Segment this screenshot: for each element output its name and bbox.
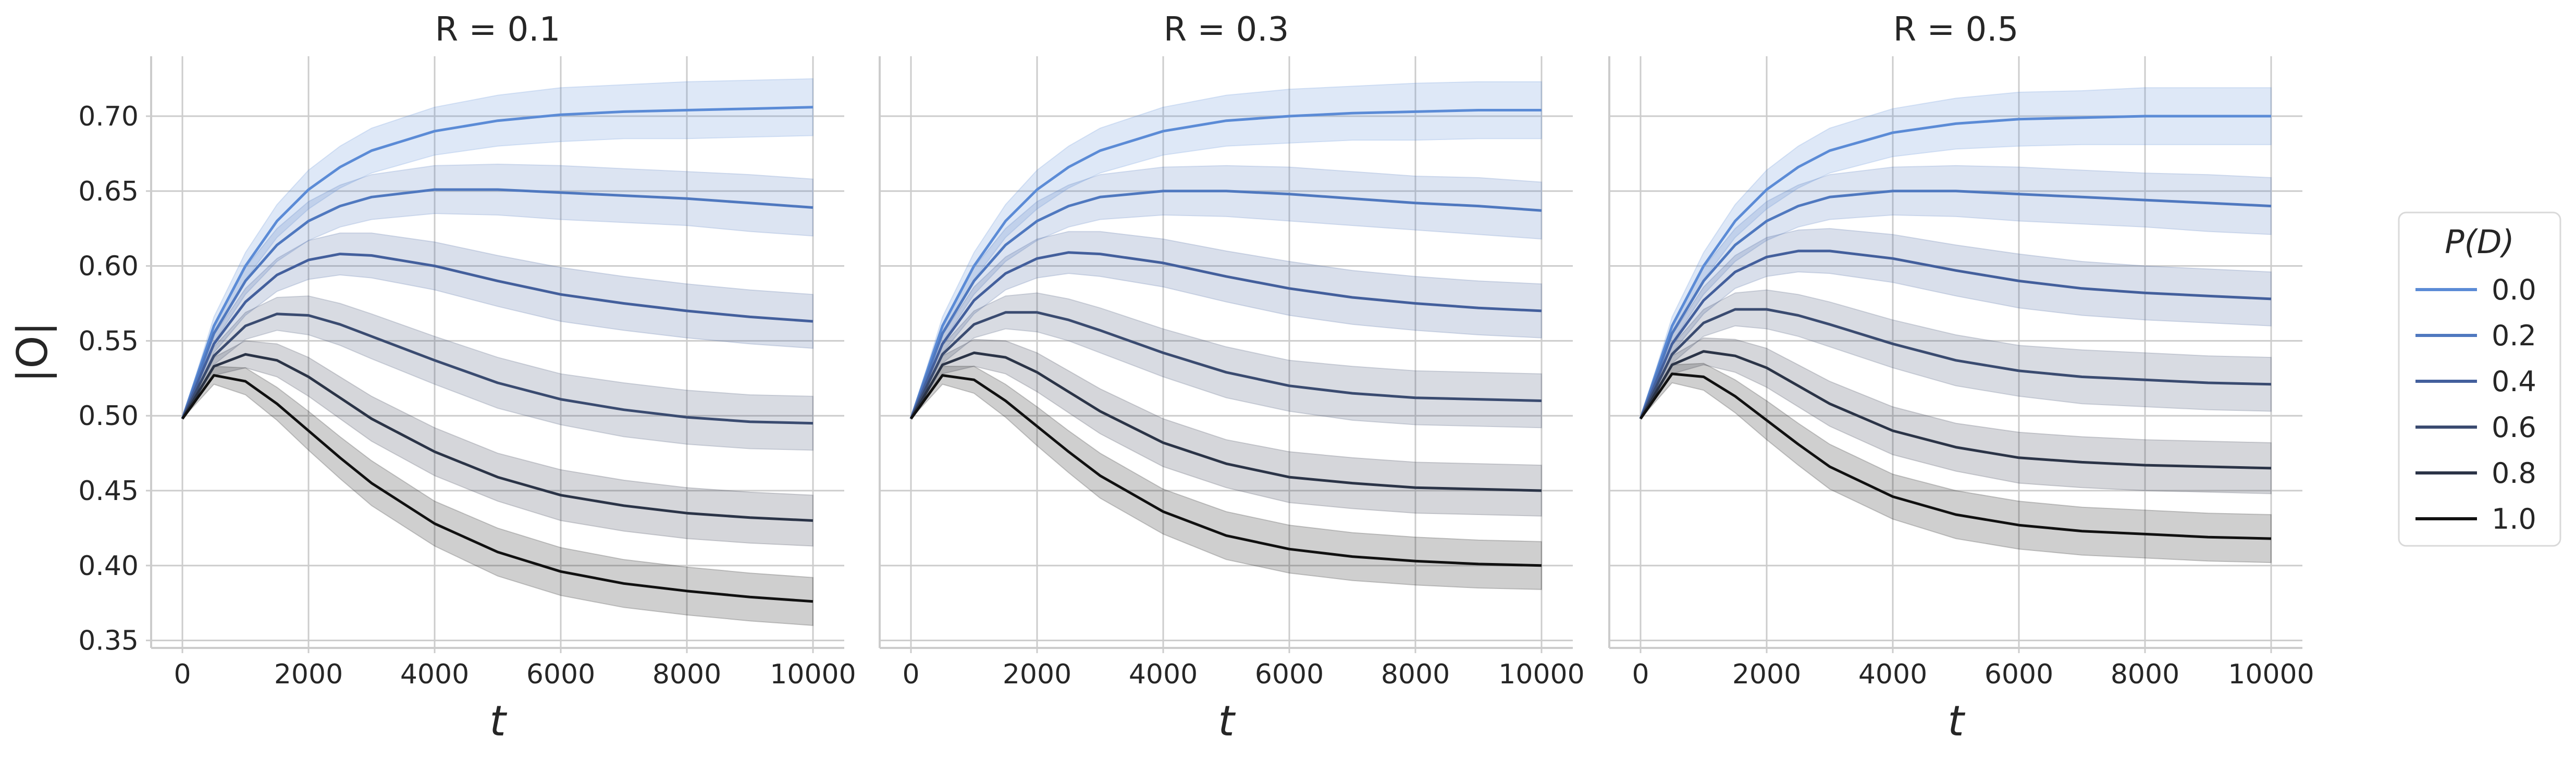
x-tick-label: 2000 xyxy=(274,659,343,690)
legend-label: 0.2 xyxy=(2492,319,2536,352)
series-line-pd-0.8 xyxy=(909,351,1542,492)
y-tick-label: 0.65 xyxy=(78,176,139,207)
series-line-pd-0.2 xyxy=(1639,190,2272,419)
x-axis-label: t xyxy=(489,697,507,745)
series-line-pd-0.4 xyxy=(181,253,814,419)
legend-label: 0.6 xyxy=(2492,411,2536,444)
legend-label: 0.0 xyxy=(2492,273,2536,306)
ci-band-pd-0.6 xyxy=(1640,289,2272,419)
panels: 0 2000 4000 6000 8000 10000 0.35 0.40 0.45 0.50 0.… xyxy=(8,10,2314,745)
panel-title: R = 0.3 xyxy=(1164,10,1289,49)
legend: P(D) 0.0 0.2 0.4 0.6 0.8 1.0 xyxy=(2398,211,2561,547)
series-line-pd-0.0 xyxy=(909,109,1542,419)
ci-band-pd-1.0 xyxy=(182,366,814,626)
legend-title: P(D) xyxy=(2445,223,2515,261)
series-line-pd-1.0 xyxy=(909,374,1542,567)
x-tick-label: 2000 xyxy=(1003,659,1071,690)
series-line-pd-0.0 xyxy=(181,106,814,419)
x-tick-label: 0 xyxy=(174,659,191,690)
y-tick-label: 0.45 xyxy=(78,476,139,507)
legend-label: 0.4 xyxy=(2492,365,2536,398)
legend-label: 1.0 xyxy=(2492,503,2536,535)
x-axis-label: t xyxy=(1218,697,1236,745)
panel-1: 0 2000 4000 6000 8000 10000 0.35 0.40 0.45 0.50 0.… xyxy=(8,10,856,745)
x-tick-label: 10000 xyxy=(770,659,856,690)
series-line-pd-0.6 xyxy=(909,311,1542,420)
series-line-pd-1.0 xyxy=(181,374,814,603)
x-tick-label: 8000 xyxy=(2111,659,2179,690)
x-tick-label: 0 xyxy=(1632,659,1649,690)
x-tick-label: 6000 xyxy=(1985,659,2053,690)
x-tick-label: 6000 xyxy=(1255,659,1324,690)
legend-label: 0.8 xyxy=(2492,457,2536,490)
ci-band-pd-0.8 xyxy=(182,340,814,547)
x-tick-label: 0 xyxy=(902,659,919,690)
x-tick-label: 8000 xyxy=(652,659,721,690)
series-line-pd-0.2 xyxy=(909,190,1542,419)
y-tick-label: 0.70 xyxy=(78,101,139,132)
panel-title: R = 0.5 xyxy=(1893,10,2019,49)
x-tick-label: 2000 xyxy=(1732,659,1801,690)
y-axis-label: |O| xyxy=(8,322,57,383)
ci-band-pd-0.2 xyxy=(910,165,1542,419)
y-tick-label: 0.60 xyxy=(78,251,139,282)
y-tick-label: 0.55 xyxy=(78,326,139,357)
x-tick-label: 4000 xyxy=(1858,659,1927,690)
y-tick-label: 0.35 xyxy=(78,626,139,657)
x-tick-label: 8000 xyxy=(1381,659,1450,690)
x-axis-label: t xyxy=(1948,697,1965,745)
series-line-pd-0.6 xyxy=(1639,308,2272,420)
y-tick-label: 0.40 xyxy=(78,551,139,582)
panel-title: R = 0.1 xyxy=(435,10,561,49)
ci-band-pd-0.4 xyxy=(182,232,814,419)
series-line-pd-0.4 xyxy=(909,251,1542,419)
x-tick-label: 10000 xyxy=(2228,659,2314,690)
panel-3: 0 2000 4000 6000 8000 10000 t R = 0.5 xyxy=(1608,10,2314,745)
series-line-pd-0.6 xyxy=(181,313,814,425)
series-line-pd-1.0 xyxy=(1639,372,2272,540)
y-tick-label: 0.50 xyxy=(78,401,139,432)
series-line-pd-0.2 xyxy=(181,188,814,419)
x-tick-label: 4000 xyxy=(1129,659,1198,690)
series-line-pd-0.8 xyxy=(181,353,814,522)
series-line-pd-0.0 xyxy=(1639,115,2271,419)
series-line-pd-0.4 xyxy=(1639,249,2272,419)
x-tick-label: 4000 xyxy=(400,659,469,690)
series-line-pd-0.8 xyxy=(1639,350,2272,470)
panel-2: 0 2000 4000 6000 8000 10000 t R = 0.3 xyxy=(879,10,1585,745)
ci-band-pd-0.0 xyxy=(182,78,814,419)
x-tick-label: 10000 xyxy=(1498,659,1584,690)
x-tick-label: 6000 xyxy=(526,659,595,690)
legend-frame xyxy=(2398,211,2561,547)
